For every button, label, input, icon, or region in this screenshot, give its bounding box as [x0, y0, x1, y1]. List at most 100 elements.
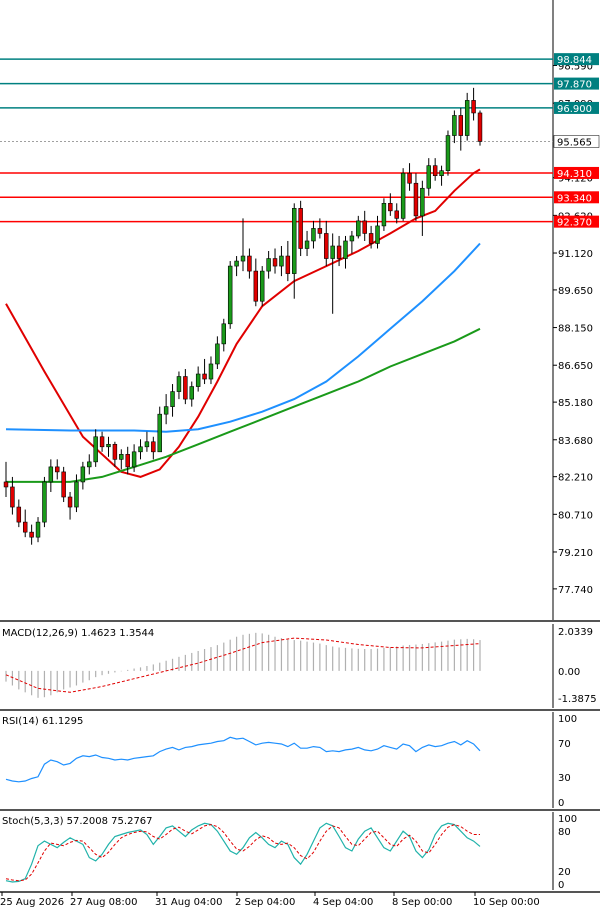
candle-body	[195, 373, 201, 387]
x-axis-label: 4 Sep 04:00	[313, 897, 373, 908]
macd-y-tick-label: 0.00	[558, 667, 580, 678]
price-y-tick-label: 86.650	[558, 361, 593, 372]
candle-body	[29, 531, 34, 538]
x-axis-label: 31 Aug 04:00	[155, 897, 222, 908]
candle-body	[394, 210, 399, 219]
candle-body	[176, 376, 182, 392]
stoch-y-tick-label: 100	[558, 814, 577, 825]
level-label: 97.870	[557, 80, 592, 91]
candle-body	[477, 112, 483, 142]
rsi-y-tick-label: 0	[558, 798, 564, 809]
candle-body	[189, 386, 194, 400]
candle-body	[106, 443, 111, 448]
candle-body	[208, 363, 214, 380]
candle-body	[266, 258, 271, 272]
candle-body	[407, 172, 412, 184]
candle-body	[10, 486, 15, 508]
x-axis-label: 27 Aug 08:00	[70, 897, 137, 908]
candle-body	[163, 406, 169, 415]
candle-body	[144, 441, 150, 448]
macd-signal-line	[5, 637, 481, 693]
candle-body	[87, 461, 92, 468]
candle-body	[61, 471, 66, 498]
candle-body	[227, 265, 233, 325]
candle-body	[234, 260, 239, 267]
candle-body	[464, 100, 470, 136]
candle-body	[330, 245, 335, 259]
price-y-tick-label: 82.210	[558, 473, 593, 484]
current-price-label: 95.565	[557, 137, 592, 148]
candle-body	[16, 506, 22, 523]
price-y-tick-label: 79.210	[558, 548, 593, 559]
candle-body	[381, 203, 387, 227]
current-price-box	[553, 135, 600, 148]
candle-body	[471, 100, 476, 114]
candle-body	[112, 443, 118, 460]
candle-body	[285, 255, 291, 274]
candle-body	[131, 451, 137, 468]
candle-body	[55, 466, 60, 473]
level-label: 93.340	[557, 193, 592, 204]
x-axis-label: 2 Sep 04:00	[235, 897, 295, 908]
candle-body	[138, 446, 143, 453]
candle-body	[80, 466, 86, 483]
candle-body	[279, 255, 284, 267]
price-y-tick-label: 80.710	[558, 510, 593, 521]
candle-body	[324, 233, 329, 259]
candle-body	[42, 481, 47, 523]
stoch-y-tick-label: 80	[558, 827, 571, 838]
candle-body	[253, 270, 259, 302]
rsi-line	[5, 736, 481, 783]
candle-body	[458, 115, 464, 136]
candle-body	[99, 436, 105, 448]
rsi-panel	[0, 712, 553, 808]
candle-body	[362, 220, 367, 234]
candle-body	[240, 255, 246, 262]
level-label-box	[554, 101, 599, 114]
level-label-box	[554, 53, 599, 66]
price-y-tick-label: 89.650	[558, 286, 593, 297]
candle-body	[67, 496, 73, 508]
stoch-y-tick-label: 20	[558, 867, 571, 878]
candle-body	[93, 436, 98, 463]
rsi-label: RSI(14) 61.1295	[2, 716, 83, 727]
candle-body	[157, 413, 162, 453]
x-axis-label: 10 Sep 00:00	[473, 897, 540, 908]
price-y-tick-label: 83.680	[558, 436, 593, 447]
level-label: 94.310	[557, 169, 592, 180]
candle-body	[426, 165, 431, 189]
candle-body	[22, 521, 28, 533]
candle-body	[388, 203, 393, 212]
candle-body	[221, 323, 227, 345]
stoch-label: Stoch(5,3,3) 57.2008 75.2767	[2, 816, 153, 827]
stoch-main-line	[5, 822, 481, 883]
candle-body	[445, 135, 451, 171]
price-y-tick-label: 88.150	[558, 324, 593, 335]
candle-body	[170, 391, 175, 407]
candle-body	[259, 270, 265, 302]
candle-body	[343, 240, 348, 259]
price-y-tick-label: 94.120	[558, 174, 593, 185]
level-label-box	[554, 166, 599, 179]
candle-body	[311, 228, 316, 242]
macd-label: MACD(12,26,9) 1.4623 1.3544	[2, 628, 154, 639]
level-label-box	[554, 77, 599, 90]
candle-body	[356, 220, 361, 237]
stoch-y-tick-label: 0	[558, 880, 564, 891]
candle-body	[125, 454, 130, 468]
candle-body	[74, 481, 79, 508]
candle-body	[413, 182, 419, 217]
moving-average-line	[5, 242, 481, 433]
macd-y-tick-label: -1.3875	[558, 694, 597, 705]
rsi-y-tick-label: 100	[558, 714, 577, 725]
level-label-box	[554, 215, 599, 228]
candle-body	[304, 240, 310, 249]
price-y-tick-label: 77.740	[558, 585, 593, 596]
candle-body	[48, 466, 54, 483]
candle-body	[3, 481, 9, 488]
level-label-box	[554, 191, 599, 204]
stoch-signal-line	[5, 824, 480, 882]
level-label: 96.900	[557, 104, 592, 115]
